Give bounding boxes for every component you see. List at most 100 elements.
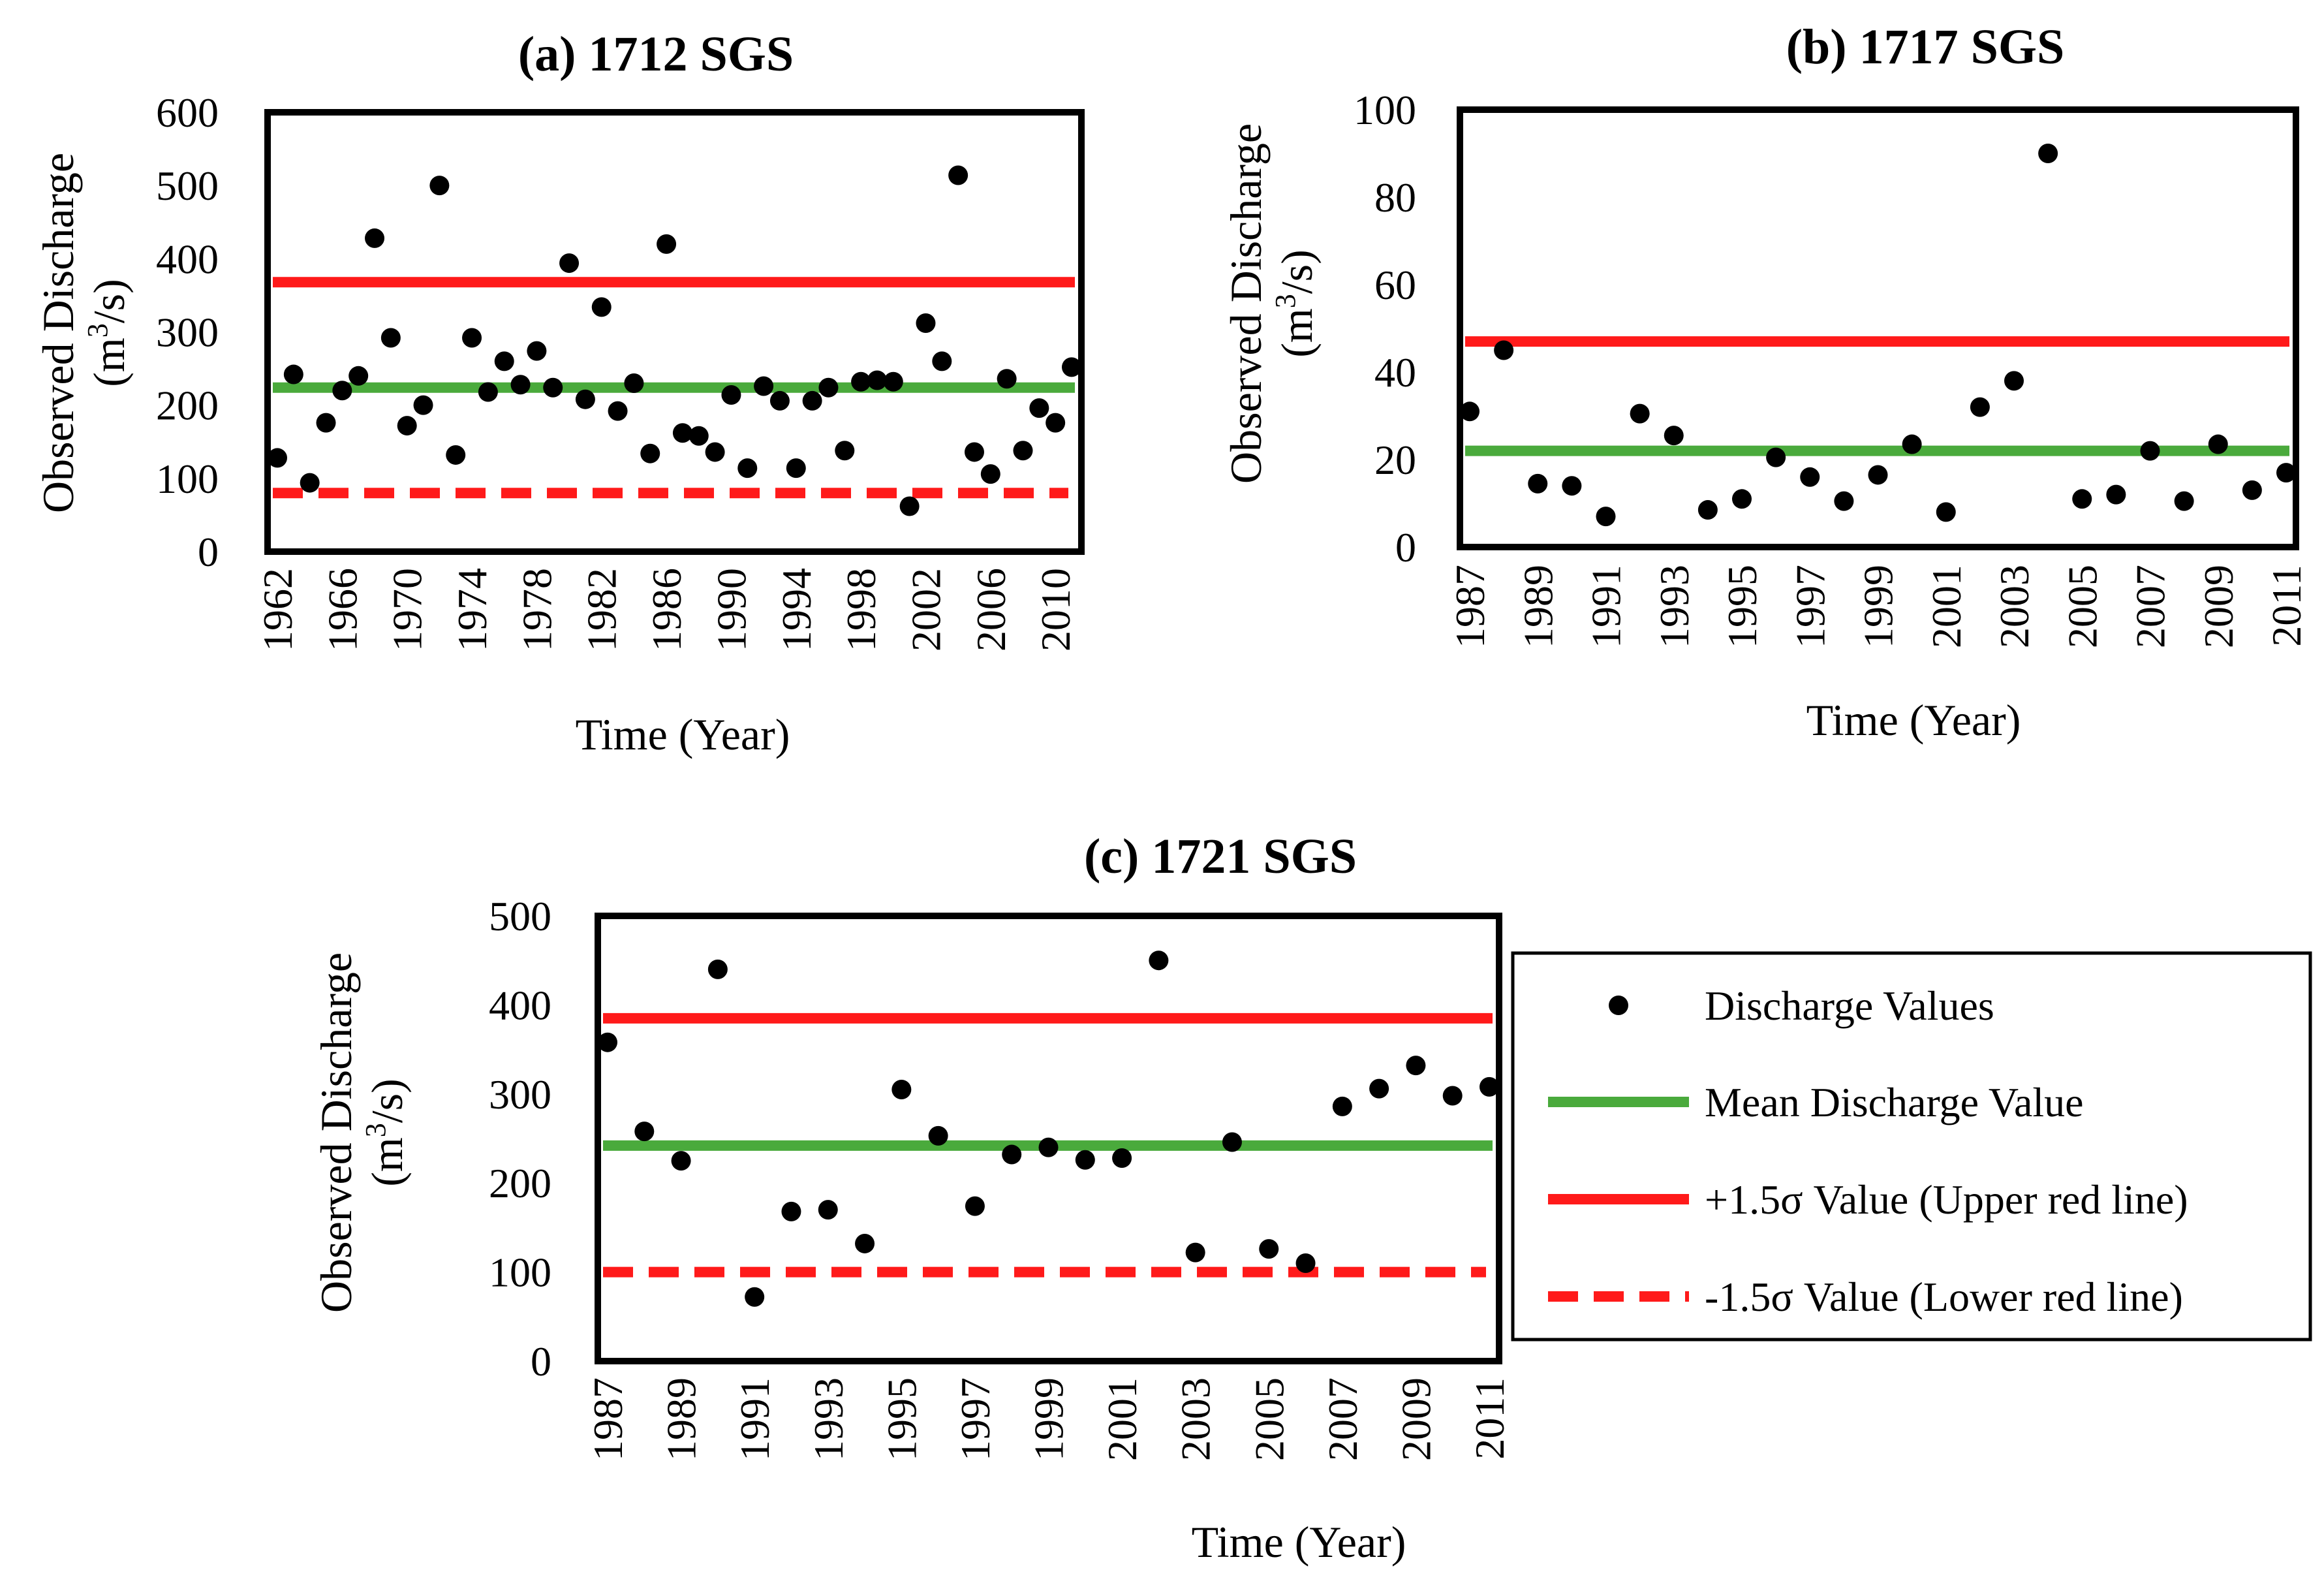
chart-panel-1: (a) 1712 SGS Observed Discharge(m3/s) Time…	[33, 27, 1085, 759]
data-point	[575, 389, 595, 409]
data-point	[634, 1122, 655, 1142]
data-point	[769, 390, 790, 411]
x-tick-label: 2003	[1173, 1377, 1219, 1461]
data-point	[980, 464, 1000, 484]
x-tick-label: 2003	[1991, 565, 2037, 648]
chart-panels: (a) 1712 SGS Observed Discharge(m3/s) Time…	[33, 20, 2310, 1567]
data-point	[2276, 463, 2296, 483]
data-point	[2174, 491, 2194, 511]
data-point	[671, 1151, 691, 1171]
data-point	[705, 442, 725, 462]
legend-item-lower: -1.5σ Value (Lower red line)	[1548, 1274, 2183, 1320]
data-point	[2208, 434, 2228, 454]
x-tick-label: 1966	[319, 568, 365, 652]
data-point	[429, 176, 450, 196]
data-point	[1013, 441, 1033, 461]
x-tick-label: 2001	[1923, 565, 1970, 648]
legend: Discharge Values Mean Discharge Value +1.5…	[1511, 951, 2312, 1342]
chart-panel-3: (c) 1721 SGS Observed Discharge(m3/s) Time…	[311, 829, 1513, 1567]
data-point	[300, 473, 320, 493]
legend-item-point: Discharge Values	[1609, 982, 1994, 1029]
x-axis-label: Time (Year)	[576, 710, 790, 759]
data-point	[1369, 1078, 1389, 1099]
data-point	[737, 458, 758, 479]
data-point	[1002, 1144, 1022, 1165]
x-tick-label: 2009	[1393, 1377, 1439, 1461]
data-point	[1112, 1148, 1132, 1169]
legend-point-marker	[1609, 996, 1628, 1015]
chart-title: (c) 1721 SGS	[1084, 829, 1357, 884]
data-point	[867, 370, 887, 390]
data-point	[1697, 500, 1718, 520]
x-tick-label: 2007	[2128, 565, 2174, 648]
x-tick-label: 1999	[1026, 1377, 1072, 1461]
data-point	[1332, 1096, 1352, 1116]
data-point	[965, 1196, 985, 1216]
x-tick-label: 2010	[1032, 568, 1079, 652]
x-tick-label: 1991	[1583, 565, 1630, 648]
y-tick-label: 400	[489, 982, 551, 1028]
data-point	[283, 364, 303, 385]
data-point	[883, 371, 903, 392]
data-point	[721, 385, 741, 405]
data-point	[1460, 401, 1480, 422]
y-tick-label: 0	[531, 1338, 551, 1385]
data-point	[1970, 397, 1990, 417]
y-tick-label: 100	[1354, 87, 1416, 133]
data-point	[2072, 489, 2092, 509]
y-tick-label: 40	[1374, 349, 1416, 396]
data-point	[928, 1125, 948, 1146]
x-tick-label: 1987	[585, 1377, 631, 1461]
data-point	[707, 959, 728, 979]
x-tick-label: 2005	[1246, 1377, 1292, 1461]
x-tick-label: 1990	[708, 568, 754, 652]
data-point	[397, 416, 417, 436]
data-point	[1259, 1239, 1279, 1259]
data-point	[855, 1233, 875, 1253]
data-point	[916, 313, 936, 334]
data-point	[1480, 1076, 1499, 1097]
data-point	[1766, 447, 1786, 467]
data-point	[818, 1200, 838, 1220]
x-axis-label: Time (Year)	[1806, 695, 2021, 745]
data-point	[494, 351, 514, 371]
data-point	[835, 441, 855, 461]
data-point	[1222, 1132, 1242, 1152]
data-point	[1038, 1137, 1059, 1157]
data-point	[932, 351, 952, 371]
x-tick-label: 1982	[579, 568, 625, 652]
y-tick-label: 60	[1374, 262, 1416, 308]
data-point	[624, 373, 644, 394]
plot-frame	[1457, 106, 2299, 550]
x-tick-label: 1995	[1719, 565, 1765, 648]
data-point	[1630, 403, 1650, 424]
data-point	[1562, 476, 1582, 496]
x-axis-label: Time (Year)	[1192, 1517, 1406, 1567]
y-tick-label: 500	[156, 163, 219, 209]
data-point	[349, 366, 369, 386]
data-point	[1732, 489, 1752, 509]
y-tick-label: 500	[489, 893, 551, 939]
data-point	[510, 375, 531, 395]
data-point	[1442, 1086, 1463, 1106]
data-point	[818, 377, 839, 398]
data-point	[1046, 413, 1066, 433]
data-point	[1936, 502, 1956, 522]
data-point	[1062, 357, 1081, 377]
data-point	[1902, 434, 1922, 454]
y-tick-label: 100	[156, 456, 219, 502]
data-point	[891, 1079, 912, 1099]
x-tick-label: 1993	[1651, 565, 1697, 648]
data-point	[446, 445, 466, 465]
x-tick-label: 1962	[255, 568, 301, 652]
legend-label: Discharge Values	[1705, 982, 1994, 1029]
y-tick-label: 0	[198, 529, 219, 575]
y-tick-label: 600	[156, 89, 219, 136]
legend-label: Mean Discharge Value	[1705, 1079, 2084, 1125]
y-tick-label: 200	[156, 383, 219, 429]
data-point	[1029, 398, 1049, 418]
x-tick-label: 2011	[2263, 565, 2310, 647]
x-tick-label: 2006	[968, 568, 1014, 652]
data-point	[1528, 473, 1548, 494]
x-tick-label: 1974	[449, 568, 495, 652]
